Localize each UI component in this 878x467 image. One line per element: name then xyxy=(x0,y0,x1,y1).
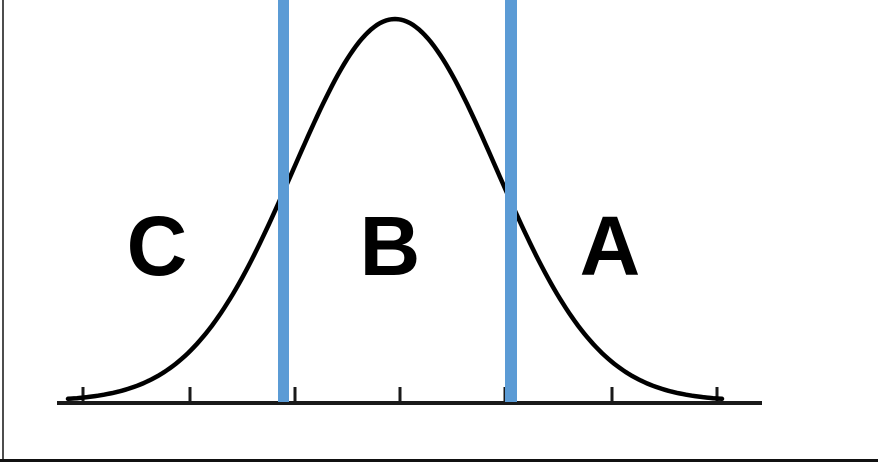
divider-line-right xyxy=(505,0,517,402)
divider-line-left xyxy=(278,0,289,402)
region-label-c: C xyxy=(126,199,188,293)
region-label-b: B xyxy=(359,199,421,293)
left-border-line xyxy=(2,0,4,461)
bell-curve-path xyxy=(65,16,725,402)
bottom-border-line xyxy=(0,459,878,462)
region-label-a: A xyxy=(579,199,641,293)
